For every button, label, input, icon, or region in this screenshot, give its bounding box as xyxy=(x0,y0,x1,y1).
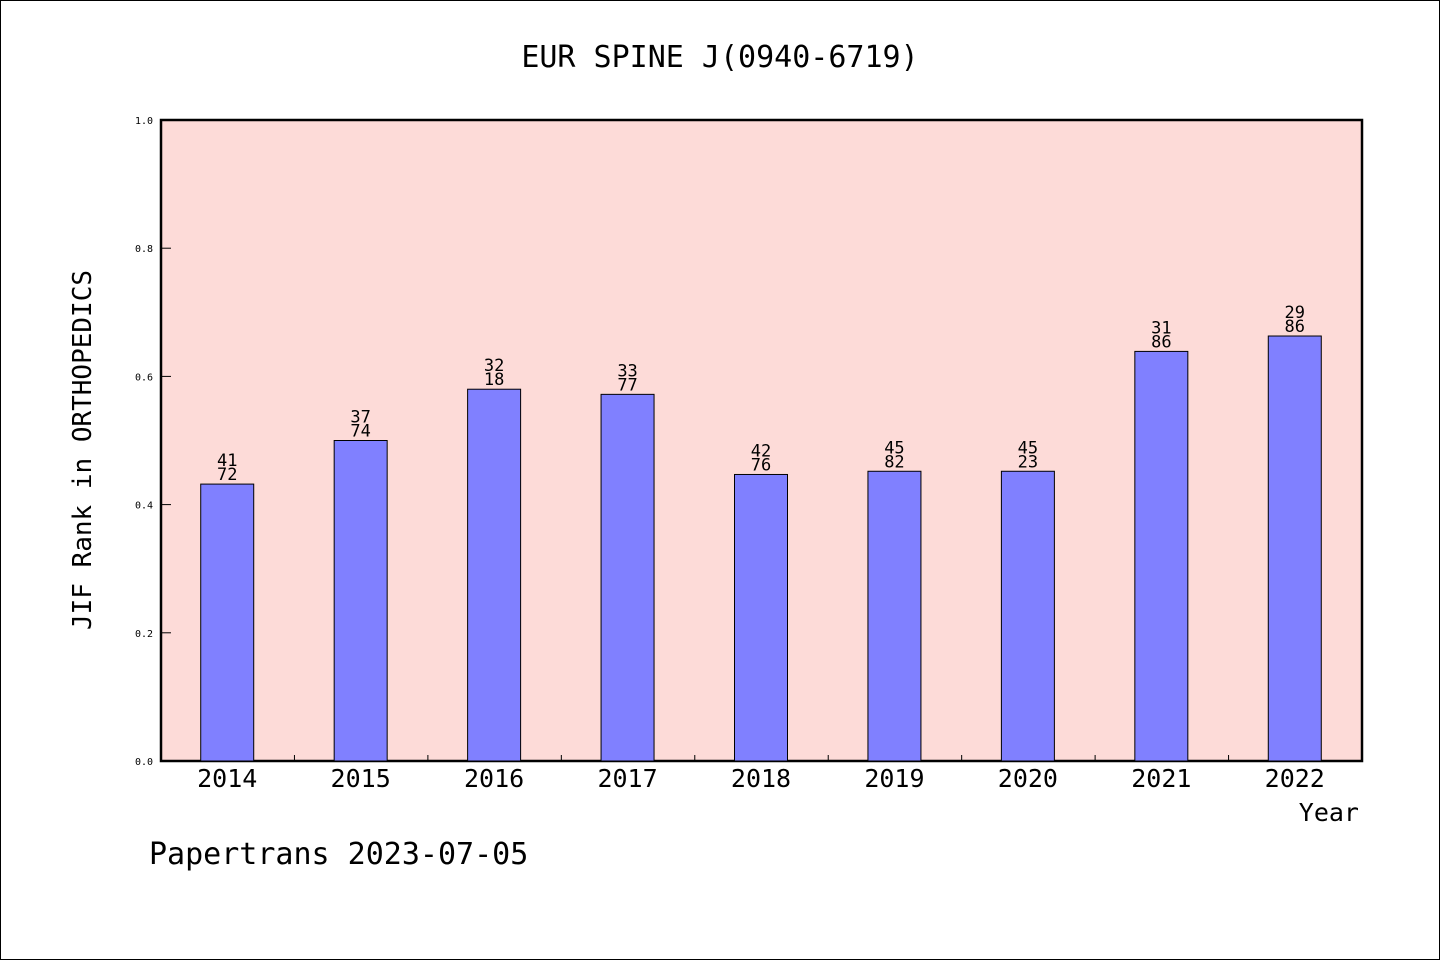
bar-label-bottom: 86 xyxy=(1151,332,1171,352)
y-tick-label: 0.0 xyxy=(135,757,153,768)
x-tick-label: 2016 xyxy=(464,764,524,793)
bar-label-top: 31 xyxy=(1151,318,1171,338)
x-tick-label: 2019 xyxy=(864,764,924,793)
x-tick-label: 2021 xyxy=(1131,764,1191,793)
x-tick-label: 2015 xyxy=(331,764,391,793)
bar-label-bottom: 77 xyxy=(617,375,637,395)
bar-label-top: 37 xyxy=(350,408,370,428)
bar-2022 xyxy=(1267,335,1322,762)
y-tick-label: 0.4 xyxy=(135,501,153,512)
bar-label-bottom: 18 xyxy=(484,370,504,390)
bar-label-bottom: 82 xyxy=(884,452,904,472)
bar-label-bottom: 76 xyxy=(751,455,771,475)
bar-2021 xyxy=(1134,350,1189,762)
bar-2016 xyxy=(467,388,522,762)
bar-2014 xyxy=(200,483,255,762)
x-tick-label: 2017 xyxy=(597,764,657,793)
bar-label-top: 32 xyxy=(484,356,504,376)
y-tick-label: 0.8 xyxy=(135,244,153,255)
x-axis: 2014 2015 2016 2017 2018 2019 2020 2021 2022 xyxy=(197,755,1325,793)
bar-label-top: 29 xyxy=(1285,303,1305,323)
bar-label-bottom: 23 xyxy=(1018,452,1038,472)
y-tick-label: 0.6 xyxy=(135,372,153,383)
y-tick-label: 1.0 xyxy=(135,116,153,127)
x-axis-label: Year xyxy=(1299,798,1359,827)
bar-label-bottom: 72 xyxy=(217,465,237,485)
bar-label-bottom: 86 xyxy=(1285,317,1305,337)
y-axis-label: JIF Rank in ORTHOPEDICS xyxy=(68,270,98,630)
x-tick-label: 2014 xyxy=(197,764,257,793)
chart-title: EUR SPINE J(0940-6719) xyxy=(521,40,918,75)
bar-2019 xyxy=(867,470,922,762)
x-tick-label: 2020 xyxy=(998,764,1058,793)
source-note: Papertrans 2023-07-05 xyxy=(149,837,528,872)
bar-2015 xyxy=(333,440,388,762)
bar-label-top: 41 xyxy=(217,451,237,471)
y-axis: 0.0 0.2 0.4 0.6 0.8 1.0 xyxy=(135,116,171,768)
bar-2017 xyxy=(600,393,655,762)
x-tick-label: 2018 xyxy=(731,764,791,793)
bar-label-top: 33 xyxy=(617,361,637,381)
y-tick-label: 0.2 xyxy=(135,629,153,640)
bar-2020 xyxy=(1000,470,1055,762)
bar-label-top: 42 xyxy=(751,441,771,461)
bar-2018 xyxy=(734,473,788,762)
bar-label-top: 45 xyxy=(1018,438,1038,458)
bar-label-top: 45 xyxy=(884,438,904,458)
bar-label-bottom: 74 xyxy=(350,422,370,442)
x-tick-label: 2022 xyxy=(1265,764,1325,793)
